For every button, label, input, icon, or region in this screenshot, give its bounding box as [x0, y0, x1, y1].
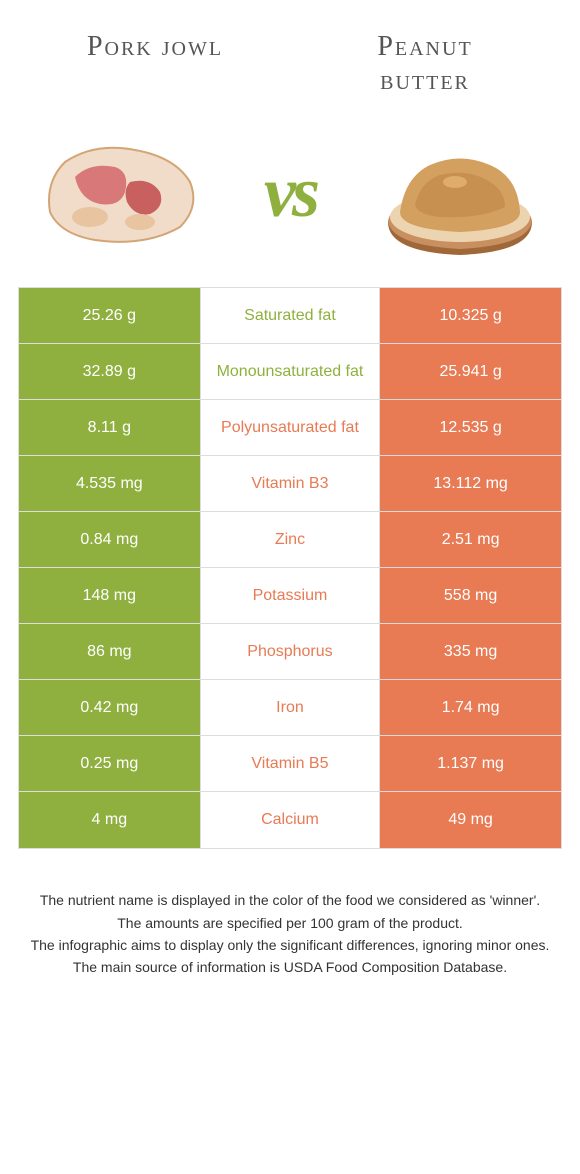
table-row: 0.42 mgIron1.74 mg: [19, 680, 561, 736]
pork-jowl-image: [30, 127, 210, 257]
comparison-table: 25.26 gSaturated fat10.325 g32.89 gMonou…: [18, 287, 562, 849]
left-value-cell: 0.84 mg: [19, 512, 200, 567]
nutrient-label-cell: Phosphorus: [200, 624, 381, 679]
right-value-cell: 25.941 g: [380, 344, 561, 399]
nutrient-label-cell: Potassium: [200, 568, 381, 623]
table-row: 32.89 gMonounsaturated fat25.941 g: [19, 344, 561, 400]
footer-line-4: The main source of information is USDA F…: [30, 956, 550, 978]
right-value-cell: 558 mg: [380, 568, 561, 623]
nutrient-label-cell: Vitamin B3: [200, 456, 381, 511]
left-food-title: Pork jowl: [55, 30, 255, 97]
left-value-cell: 86 mg: [19, 624, 200, 679]
footer-notes: The nutrient name is displayed in the co…: [0, 849, 580, 979]
left-value-cell: 4 mg: [19, 792, 200, 848]
right-value-cell: 49 mg: [380, 792, 561, 848]
right-value-cell: 335 mg: [380, 624, 561, 679]
images-row: vs: [0, 107, 580, 287]
nutrient-label-cell: Calcium: [200, 792, 381, 848]
bowl-icon: [380, 127, 540, 257]
nutrient-label-cell: Polyunsaturated fat: [200, 400, 381, 455]
left-value-cell: 148 mg: [19, 568, 200, 623]
footer-line-1: The nutrient name is displayed in the co…: [30, 889, 550, 911]
right-value-cell: 1.74 mg: [380, 680, 561, 735]
table-row: 0.25 mgVitamin B51.137 mg: [19, 736, 561, 792]
right-value-cell: 12.535 g: [380, 400, 561, 455]
table-row: 148 mgPotassium558 mg: [19, 568, 561, 624]
left-value-cell: 0.42 mg: [19, 680, 200, 735]
table-row: 8.11 gPolyunsaturated fat12.535 g: [19, 400, 561, 456]
right-value-cell: 10.325 g: [380, 288, 561, 343]
meat-icon: [35, 132, 205, 252]
nutrient-label-cell: Zinc: [200, 512, 381, 567]
left-value-cell: 25.26 g: [19, 288, 200, 343]
nutrient-label-cell: Iron: [200, 680, 381, 735]
left-value-cell: 32.89 g: [19, 344, 200, 399]
right-food-title: Peanut butter: [325, 30, 525, 97]
left-value-cell: 8.11 g: [19, 400, 200, 455]
right-value-cell: 13.112 mg: [380, 456, 561, 511]
footer-line-2: The amounts are specified per 100 gram o…: [30, 912, 550, 934]
table-row: 25.26 gSaturated fat10.325 g: [19, 288, 561, 344]
table-row: 4 mgCalcium49 mg: [19, 792, 561, 848]
table-row: 4.535 mgVitamin B313.112 mg: [19, 456, 561, 512]
vs-label: vs: [264, 151, 316, 234]
header: Pork jowl Peanut butter: [0, 0, 580, 107]
table-row: 86 mgPhosphorus335 mg: [19, 624, 561, 680]
left-value-cell: 0.25 mg: [19, 736, 200, 791]
footer-line-3: The infographic aims to display only the…: [30, 934, 550, 956]
peanut-butter-image: [370, 127, 550, 257]
nutrient-label-cell: Monounsaturated fat: [200, 344, 381, 399]
right-value-cell: 2.51 mg: [380, 512, 561, 567]
table-row: 0.84 mgZinc2.51 mg: [19, 512, 561, 568]
nutrient-label-cell: Vitamin B5: [200, 736, 381, 791]
right-value-cell: 1.137 mg: [380, 736, 561, 791]
nutrient-label-cell: Saturated fat: [200, 288, 381, 343]
left-value-cell: 4.535 mg: [19, 456, 200, 511]
